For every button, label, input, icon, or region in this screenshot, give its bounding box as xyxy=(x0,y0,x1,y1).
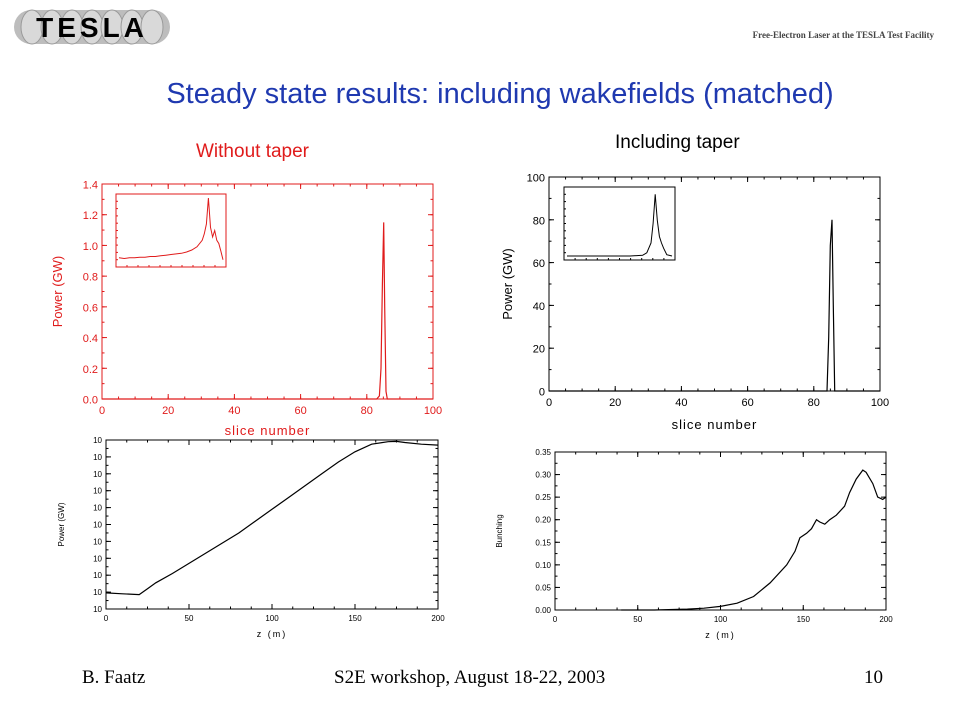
y-tick-label: 100 xyxy=(527,173,545,185)
inset-series-line xyxy=(567,194,673,257)
y-tick-label: 10 xyxy=(93,521,102,530)
y-tick-label: 10 xyxy=(93,588,102,597)
series-line xyxy=(105,440,439,596)
x-tick-label: 50 xyxy=(633,615,642,624)
y-tick-label: 80 xyxy=(533,215,545,227)
x-tick-label: 150 xyxy=(797,615,811,624)
y-tick-label: 20 xyxy=(533,344,545,356)
x-tick-label: 150 xyxy=(348,614,362,623)
y-axis-label: Power (GW) xyxy=(57,502,66,546)
y-tick-label: 0 xyxy=(539,387,545,399)
y-tick-label: 0.2 xyxy=(83,364,98,376)
x-tick-label: 40 xyxy=(675,397,687,409)
y-tick-label: 0.15 xyxy=(535,538,551,547)
x-tick-label: 100 xyxy=(265,614,279,623)
chart-power-with-taper: 0 20 40 60 80 100 0 20 40 60 80 100 slice number Powe… xyxy=(500,173,889,433)
x-tick-label: 20 xyxy=(162,405,174,417)
y-tick-label: 0.00 xyxy=(535,606,551,615)
y-tick-label: 0.8 xyxy=(83,272,98,284)
subtitle-without-taper: Without taper xyxy=(196,141,309,162)
x-tick-label: 80 xyxy=(808,397,820,409)
y-tick-label: 60 xyxy=(533,258,545,270)
x-tick-label: 60 xyxy=(294,405,306,417)
plot-frame xyxy=(105,439,439,610)
y-tick-label: 0.0 xyxy=(83,395,98,407)
y-tick-label: 0.30 xyxy=(535,471,551,480)
tesla-logo: TESLA xyxy=(14,9,170,45)
x-tick-label: 100 xyxy=(424,405,442,417)
y-tick-label: 0.05 xyxy=(535,583,551,592)
inset-frame xyxy=(115,193,227,268)
x-tick-label: 100 xyxy=(871,397,889,409)
y-tick-label: 40 xyxy=(533,301,545,313)
y-tick-label: 10 xyxy=(93,605,102,614)
series-line xyxy=(549,219,880,392)
x-tick-label: 0 xyxy=(553,615,558,624)
x-axis-label: z (m) xyxy=(257,629,288,639)
y-tick-label: 0.35 xyxy=(535,448,551,457)
y-axis-label: Power (GW) xyxy=(500,248,515,320)
y-axis-label: Power (GW) xyxy=(50,256,65,328)
x-tick-label: 0 xyxy=(546,397,552,409)
footer-author: B. Faatz xyxy=(82,667,146,688)
x-axis-label: z (m) xyxy=(705,630,736,640)
y-tick-label: 10 xyxy=(93,487,102,496)
y-tick-label: 1.2 xyxy=(83,210,98,222)
x-tick-label: 200 xyxy=(431,614,445,623)
y-tick-label: 10 xyxy=(93,554,102,563)
subtitle-including-taper: Including taper xyxy=(615,132,740,153)
footer-event: S2E workshop, August 18-22, 2003 xyxy=(334,667,606,688)
series-line xyxy=(621,469,887,611)
page-number: 10 xyxy=(864,667,883,688)
x-tick-label: 100 xyxy=(714,615,728,624)
facility-caption: Free-Electron Laser at the TESLA Test Fa… xyxy=(752,30,934,40)
slide-title: Steady state results: including wakefiel… xyxy=(166,78,834,110)
x-axis-label: slice number xyxy=(225,423,311,438)
chart-power-no-taper: 0 20 40 60 80 100 0.0 0.2 0.4 0.6 0.8 1.0 1.2 1.4 slic… xyxy=(50,180,442,439)
x-tick-label: 200 xyxy=(879,615,893,624)
chart-bunching-vs-z: 0 50 100 150 200 0.00 0.05 0.10 0.15 0.20 0.25 0.30… xyxy=(495,448,893,640)
inset-series-line xyxy=(118,197,224,260)
x-axis-label: slice number xyxy=(672,417,758,432)
x-tick-label: 0 xyxy=(99,405,105,417)
x-tick-label: 60 xyxy=(741,397,753,409)
y-tick-label: 10 xyxy=(93,571,102,580)
y-tick-label: 0.10 xyxy=(535,561,551,570)
x-tick-label: 20 xyxy=(609,397,621,409)
y-tick-label: 1.0 xyxy=(83,241,98,253)
inset-frame xyxy=(563,186,676,261)
y-tick-label: 10 xyxy=(93,537,102,546)
y-tick-label: 1.4 xyxy=(83,180,98,192)
y-tick-label: 0.6 xyxy=(83,302,98,314)
y-tick-label: 10 xyxy=(93,504,102,513)
y-tick-label: 10 xyxy=(93,453,102,462)
x-tick-label: 80 xyxy=(361,405,373,417)
y-tick-label: 10 xyxy=(93,436,102,445)
series-line xyxy=(102,222,433,400)
chart-power-vs-z: 0 50 100 150 200 10 10 10 10 10 10 10 10 10 10 10 z (m) P… xyxy=(57,436,445,639)
y-axis-label: Bunching xyxy=(495,514,504,547)
y-tick-label: 10 xyxy=(93,470,102,479)
x-tick-label: 0 xyxy=(104,614,109,623)
logo-text: TESLA xyxy=(36,12,148,43)
plot-frame xyxy=(554,451,887,611)
y-tick-label: 0.4 xyxy=(83,333,98,345)
x-tick-label: 40 xyxy=(228,405,240,417)
y-tick-label: 0.25 xyxy=(535,493,551,502)
y-tick-label: 0.20 xyxy=(535,516,551,525)
x-tick-label: 50 xyxy=(185,614,194,623)
